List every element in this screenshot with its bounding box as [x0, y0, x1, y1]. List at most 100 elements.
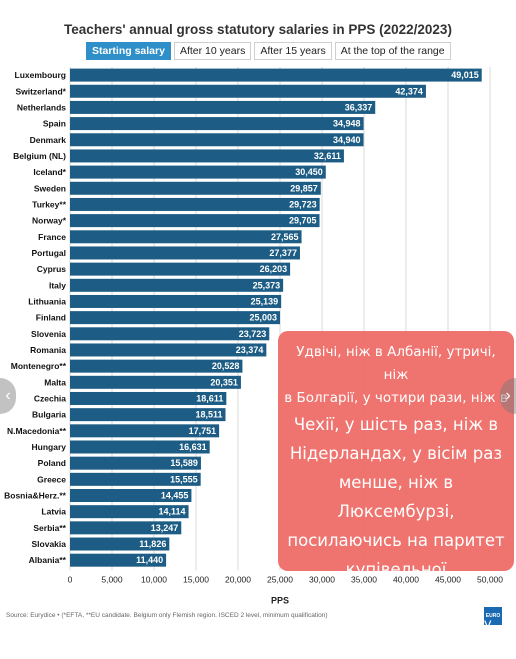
value-label: 29,723	[289, 199, 317, 209]
bar	[70, 133, 364, 147]
bar	[70, 505, 189, 519]
category-label: Finland	[36, 313, 66, 323]
x-tick-label: 50,000	[477, 574, 503, 584]
category-label: Montenegro**	[11, 361, 67, 371]
x-tick-label: 10,000	[141, 574, 167, 584]
bar	[70, 181, 321, 195]
category-label: Bosnia&Herz.**	[4, 491, 67, 501]
category-label: Hungary	[32, 442, 67, 452]
category-label: Luxembourg	[15, 70, 66, 80]
caption-line: менше, ніж в Люксембурзі,	[337, 473, 455, 521]
value-label: 13,247	[151, 523, 179, 533]
value-label: 25,373	[253, 280, 281, 290]
bar	[70, 117, 364, 131]
category-label: Greece	[37, 474, 66, 484]
bar	[70, 246, 300, 260]
category-label: Bulgaria	[32, 410, 66, 420]
x-tick-label: 40,000	[393, 574, 419, 584]
x-axis-label: PPS	[271, 595, 289, 605]
bar	[70, 149, 344, 163]
tab-starting-salary[interactable]: Starting salary	[86, 42, 171, 60]
next-arrow-icon[interactable]: ›	[500, 378, 516, 414]
category-label: Serbia**	[33, 523, 66, 533]
caption-line: вчителі шкіл в Україні: чому?	[292, 639, 500, 655]
x-tick-label: 20,000	[225, 574, 251, 584]
category-label: Malta	[44, 377, 66, 387]
category-label: Turkey**	[32, 199, 67, 209]
category-label: Latvia	[41, 507, 66, 517]
category-label: Cyprus	[37, 264, 67, 274]
bar	[70, 553, 167, 567]
value-label: 11,826	[139, 539, 166, 549]
bar	[70, 521, 182, 535]
bar	[70, 375, 241, 389]
bar	[70, 294, 282, 308]
caption-overlay: Удвічі, ніж в Албанії, утричі, ніж в Бол…	[278, 331, 514, 655]
bar	[70, 327, 270, 341]
bar	[70, 230, 302, 244]
value-label: 18,511	[195, 410, 222, 420]
category-label: Lithuania	[28, 296, 66, 306]
value-label: 49,015	[451, 70, 479, 80]
source-note: Source: Eurydice • (*EFTA, **EU candidat…	[6, 612, 328, 619]
prev-arrow-icon[interactable]: ‹	[0, 378, 16, 414]
category-label: Denmark	[30, 135, 67, 145]
value-label: 36,337	[345, 102, 373, 112]
x-tick-label: 35,000	[351, 574, 377, 584]
value-label: 20,351	[210, 377, 238, 387]
bar	[70, 440, 210, 454]
bar	[70, 197, 320, 211]
bar	[70, 100, 376, 114]
bar	[70, 472, 201, 486]
category-label: Italy	[49, 280, 66, 290]
category-label: Sweden	[34, 183, 66, 193]
caption-line: посилаючись на паритет	[287, 531, 505, 550]
x-tick-label: 0	[68, 574, 73, 584]
value-label: 29,857	[290, 183, 318, 193]
category-label: Czechia	[34, 393, 66, 403]
category-label: Switzerland*	[15, 86, 66, 96]
caption-line: отримують за свою роботу	[300, 616, 492, 632]
bar	[70, 165, 326, 179]
category-label: Portugal	[32, 248, 66, 258]
category-label: N.Macedonia**	[7, 426, 67, 436]
bar	[70, 343, 267, 357]
x-tick-label: 5,000	[101, 574, 123, 584]
category-label: Slovenia	[31, 329, 66, 339]
category-label: Spain	[43, 119, 66, 129]
bar	[70, 391, 227, 405]
category-label: Romania	[30, 345, 66, 355]
bar	[70, 311, 281, 325]
category-label: Albania**	[29, 555, 67, 565]
category-label: Poland	[38, 458, 66, 468]
value-label: 27,565	[271, 232, 299, 242]
bar	[70, 408, 226, 422]
value-label: 23,374	[236, 345, 264, 355]
caption-line: Нідерландах, у вісім раз	[289, 444, 503, 463]
chart-title: Teachers' annual gross statutory salarie…	[64, 22, 452, 37]
bar	[70, 359, 243, 373]
tab-top-of-range[interactable]: At the top of the range	[334, 42, 451, 60]
value-label: 14,114	[159, 507, 186, 517]
value-label: 27,377	[269, 248, 297, 258]
value-label: 20,528	[212, 361, 240, 371]
value-label: 34,940	[333, 135, 361, 145]
category-label: Slovakia	[32, 539, 67, 549]
category-label: Norway*	[32, 216, 67, 226]
tab-after-15-years[interactable]: After 15 years	[254, 42, 332, 60]
value-label: 30,450	[295, 167, 323, 177]
bar	[70, 68, 482, 82]
value-label: 11,440	[136, 555, 163, 565]
value-label: 26,203	[260, 264, 288, 274]
value-label: 23,723	[239, 329, 267, 339]
caption-line: в Болгарії, у чотири рази, ніж в	[284, 390, 508, 406]
value-label: 42,374	[395, 86, 423, 96]
value-label: 18,611	[196, 393, 223, 403]
tab-after-10-years[interactable]: After 10 years	[173, 42, 252, 60]
value-label: 32,611	[314, 151, 341, 161]
tab-bar: Starting salary After 10 years After 15 …	[86, 42, 454, 60]
bar	[70, 537, 170, 551]
value-label: 25,003	[249, 313, 277, 323]
value-label: 17,751	[189, 426, 217, 436]
value-label: 16,631	[179, 442, 207, 452]
